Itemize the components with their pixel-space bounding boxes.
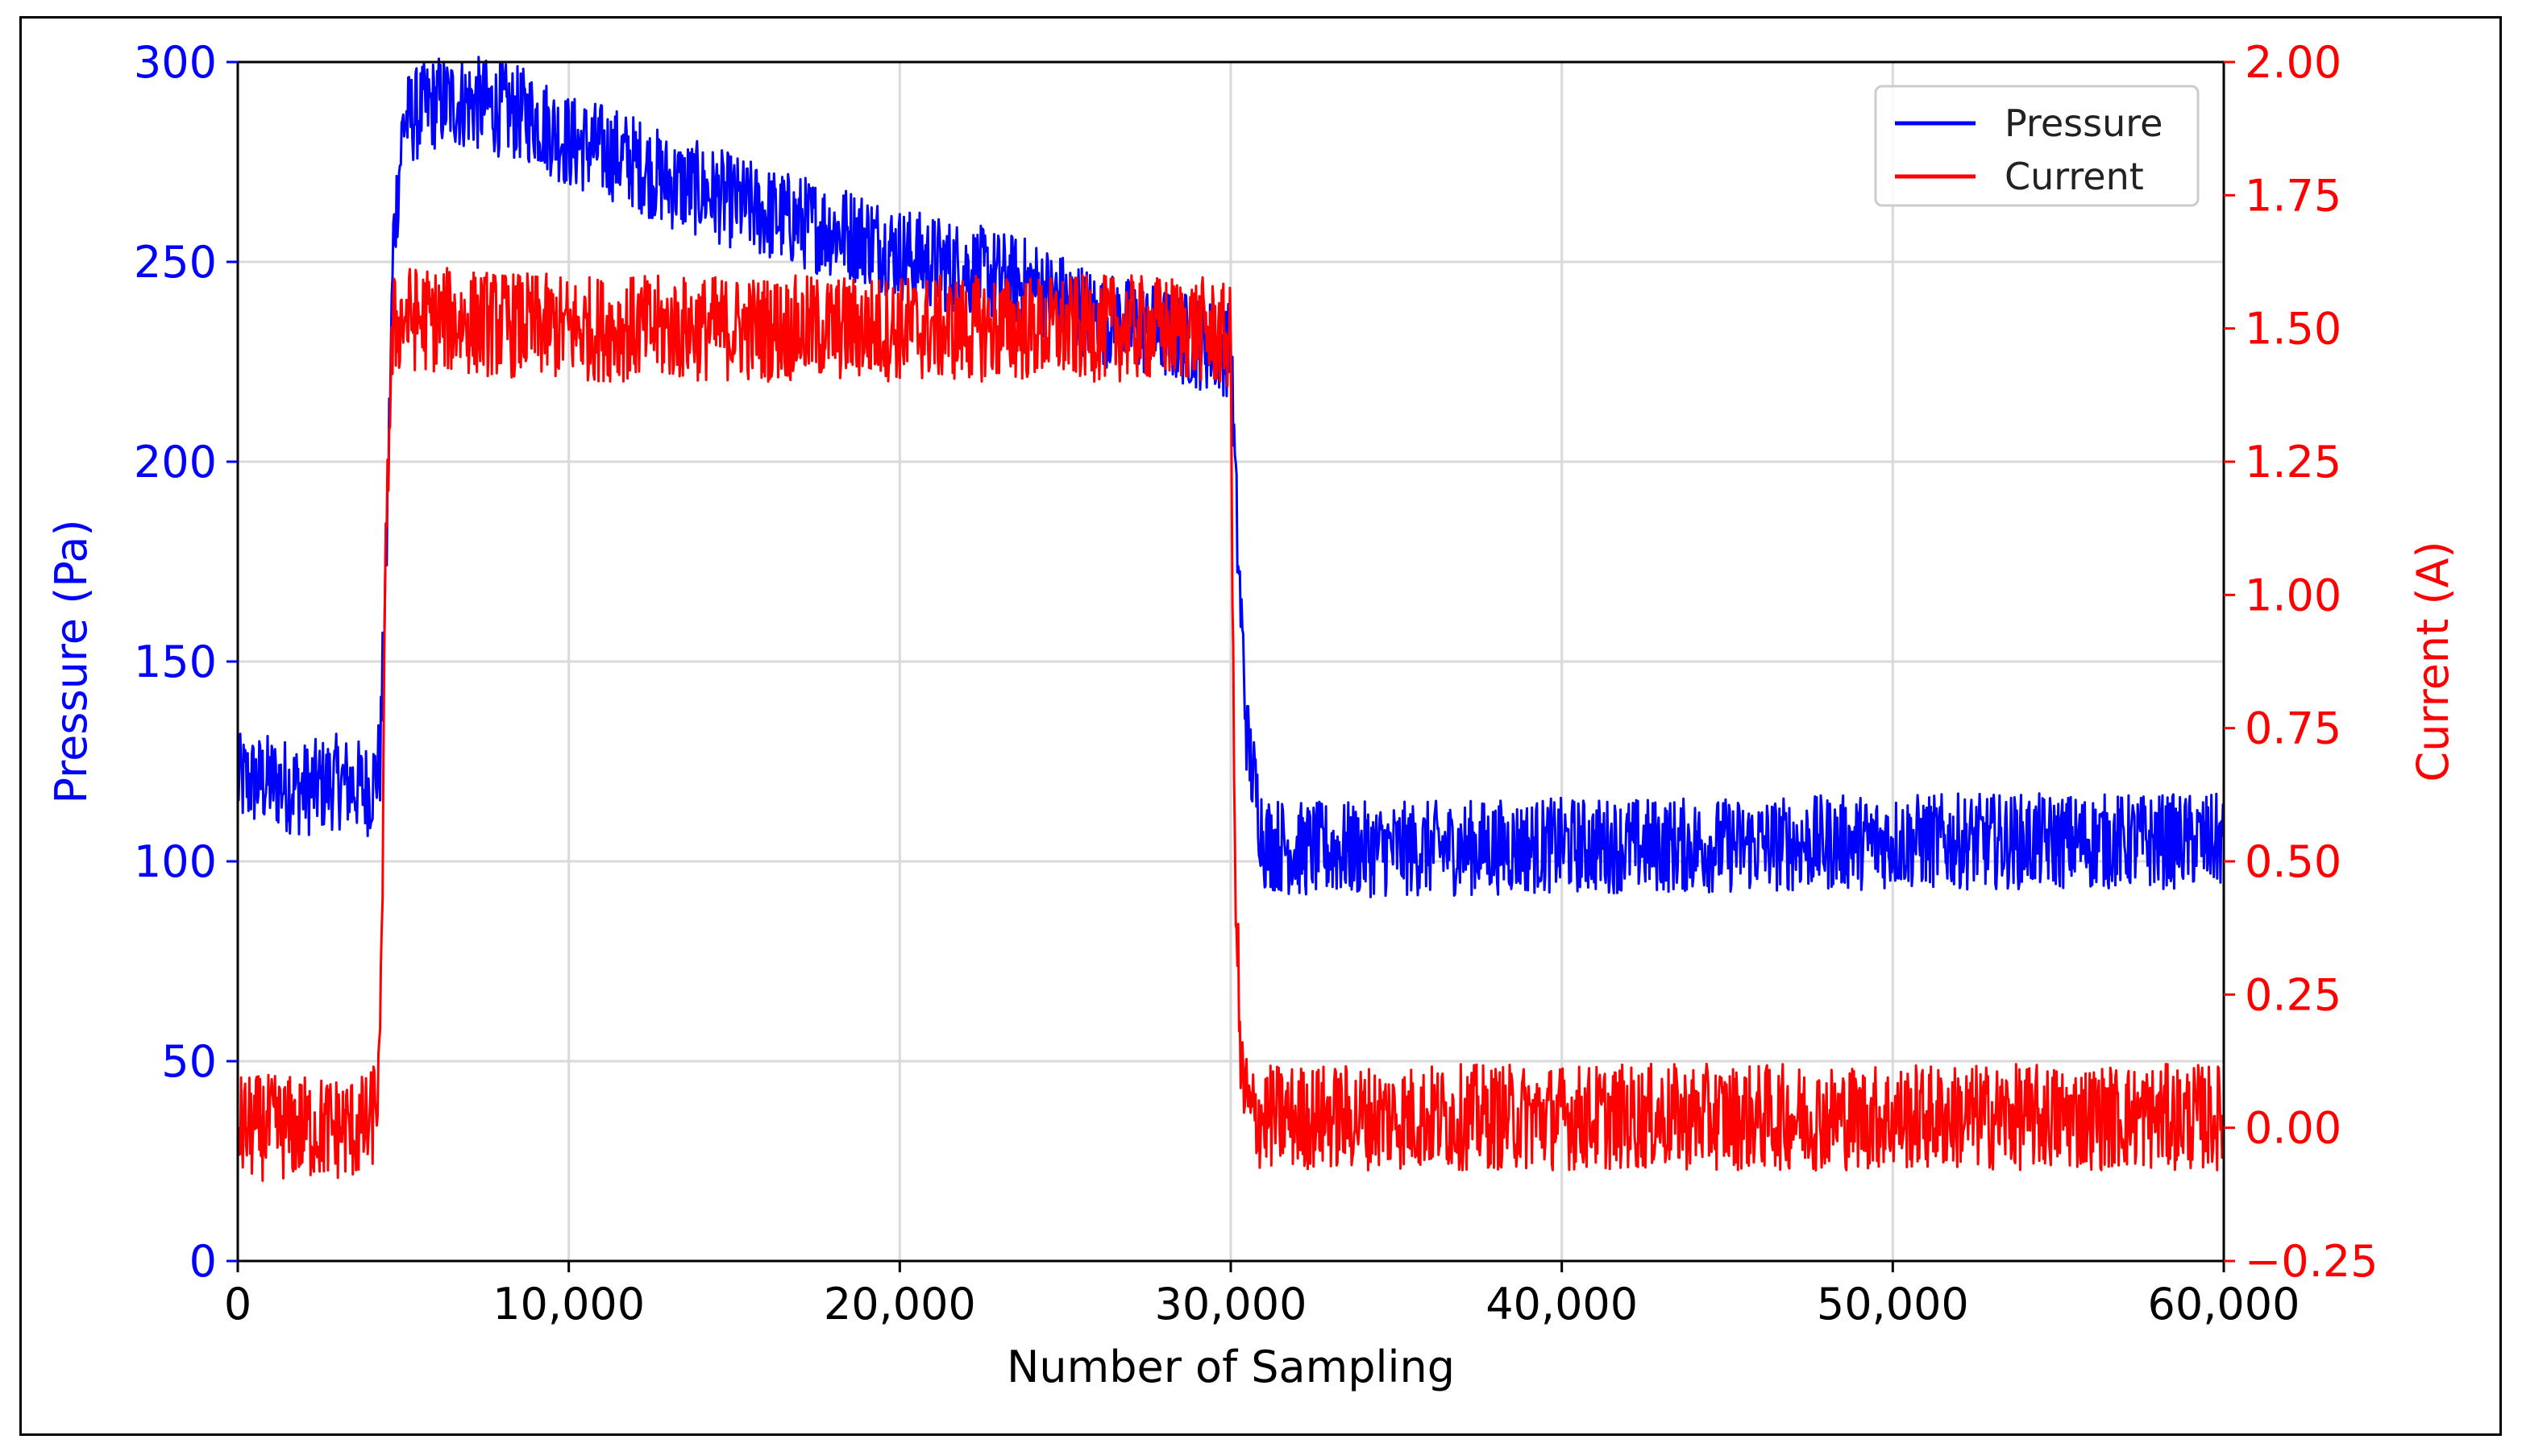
- legend-label-current: Current: [2005, 155, 2144, 198]
- y2-tick-label: 2.00: [2245, 37, 2341, 88]
- y-tick-label: 100: [134, 836, 217, 887]
- grid-lines: [236, 60, 2225, 1263]
- x-tick-label: 60,000: [2148, 1279, 2300, 1329]
- dual-axis-line-chart: 0 10,000 20,000 30,000 40,000 50,000 60,000 0 5…: [46, 37, 2458, 1392]
- x-tick-label: 50,000: [1817, 1279, 1969, 1329]
- y2-tick-label: 0.50: [2245, 836, 2341, 887]
- legend: Pressure Current: [1874, 85, 2200, 207]
- figure-frame: 0 10,000 20,000 30,000 40,000 50,000 60,000 0 5…: [19, 16, 2502, 1436]
- y2-tick-label: 1.75: [2245, 170, 2341, 221]
- y2-axis-label: Current (A): [2408, 541, 2458, 782]
- y2-tick-label: 0.25: [2245, 969, 2341, 1020]
- series-line-current: [236, 267, 2225, 1182]
- x-axis: 0 10,000 20,000 30,000 40,000 50,000 60,000: [224, 1261, 2300, 1329]
- y-tick-label: 300: [134, 37, 217, 88]
- y2-tick-label: 0.75: [2245, 703, 2341, 754]
- y-axis-right: −0.25 0.00 0.25 0.50 0.75 1.00 1.25 1.50 1.75 2.0…: [2224, 37, 2378, 1287]
- y-axis-label: Pressure (Pa): [46, 519, 97, 803]
- y-tick-label: 200: [134, 437, 217, 487]
- y2-tick-label: −0.25: [2245, 1236, 2378, 1287]
- y2-tick-label: 0.00: [2245, 1103, 2341, 1154]
- y-tick-label: 150: [134, 637, 217, 687]
- y2-tick-label: 1.50: [2245, 304, 2341, 355]
- x-tick-label: 0: [224, 1279, 251, 1329]
- x-tick-label: 20,000: [824, 1279, 976, 1329]
- x-tick-label: 30,000: [1155, 1279, 1307, 1329]
- series-lines: [236, 56, 2225, 1182]
- legend-label-pressure: Pressure: [2005, 102, 2163, 145]
- y2-tick-label: 1.00: [2245, 570, 2341, 620]
- y-tick-label: 250: [134, 237, 217, 288]
- y2-tick-label: 1.25: [2245, 437, 2341, 487]
- y-axis-left: 0 50 100 150 200 250 300: [134, 37, 238, 1287]
- x-axis-label: Number of Sampling: [1007, 1342, 1455, 1392]
- x-tick-label: 40,000: [1485, 1279, 1638, 1329]
- y-tick-label: 0: [189, 1236, 217, 1287]
- x-tick-label: 10,000: [492, 1279, 645, 1329]
- y-tick-label: 50: [161, 1036, 217, 1087]
